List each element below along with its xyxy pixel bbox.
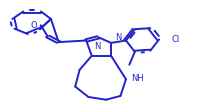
Text: Cl: Cl [171, 35, 179, 44]
Text: N: N [115, 33, 121, 42]
Text: O: O [30, 21, 37, 31]
Text: NH: NH [131, 74, 143, 83]
Text: N: N [94, 42, 100, 51]
